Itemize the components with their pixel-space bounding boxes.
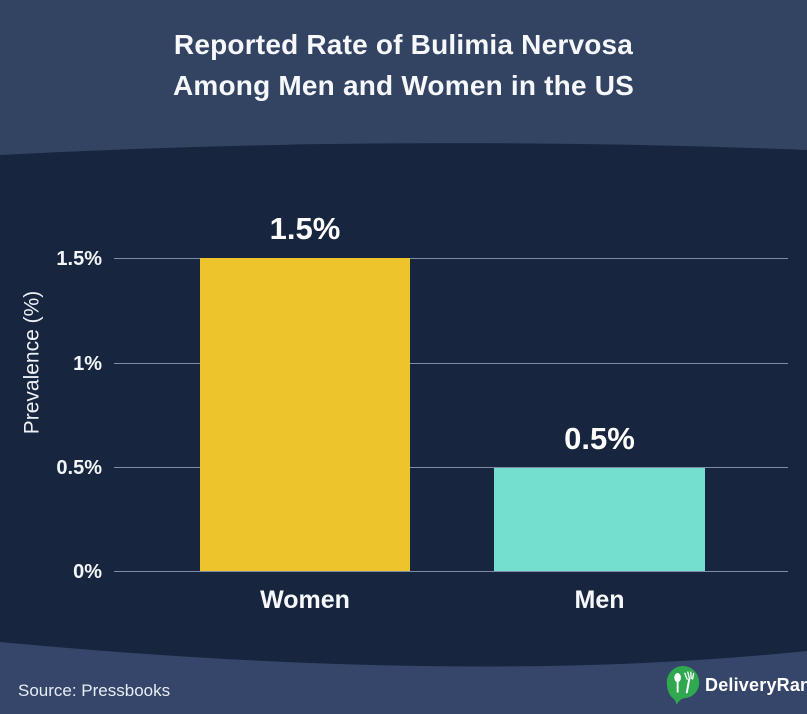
chart-title: Reported Rate of Bulimia Nervosa Among M… <box>0 24 807 106</box>
brand-logo: DeliveryRank <box>666 664 807 706</box>
gridline-0-0 <box>114 571 788 572</box>
gridline-0-5 <box>114 467 788 468</box>
brand-name: DeliveryRank <box>705 674 807 695</box>
chart-title-line-2: Among Men and Women in the US <box>172 70 635 101</box>
category-label-women: Women <box>260 586 350 614</box>
y-axis-title: Prevalence (%) <box>20 290 44 435</box>
value-label-men: 0.5% <box>564 421 635 456</box>
value-label-women: 1.5% <box>269 211 341 246</box>
gridline-1-0 <box>114 363 788 364</box>
gridline-1-5 <box>114 258 788 259</box>
category-label-men: Men <box>574 586 625 614</box>
cutlery-pin-icon <box>666 666 700 705</box>
y-tick-label-0-5: 0.5% <box>56 457 102 479</box>
y-tick-label-1-5: 1.5% <box>56 248 102 270</box>
y-tick-label-0-0: 0% <box>73 561 102 583</box>
y-tick-label-1-0: 1% <box>73 353 102 375</box>
source-note: Source: Pressbooks <box>18 681 171 700</box>
bar-women <box>200 258 410 571</box>
bar-men <box>494 468 705 571</box>
chart-title-line-1: Reported Rate of Bulimia Nervosa <box>173 29 634 60</box>
